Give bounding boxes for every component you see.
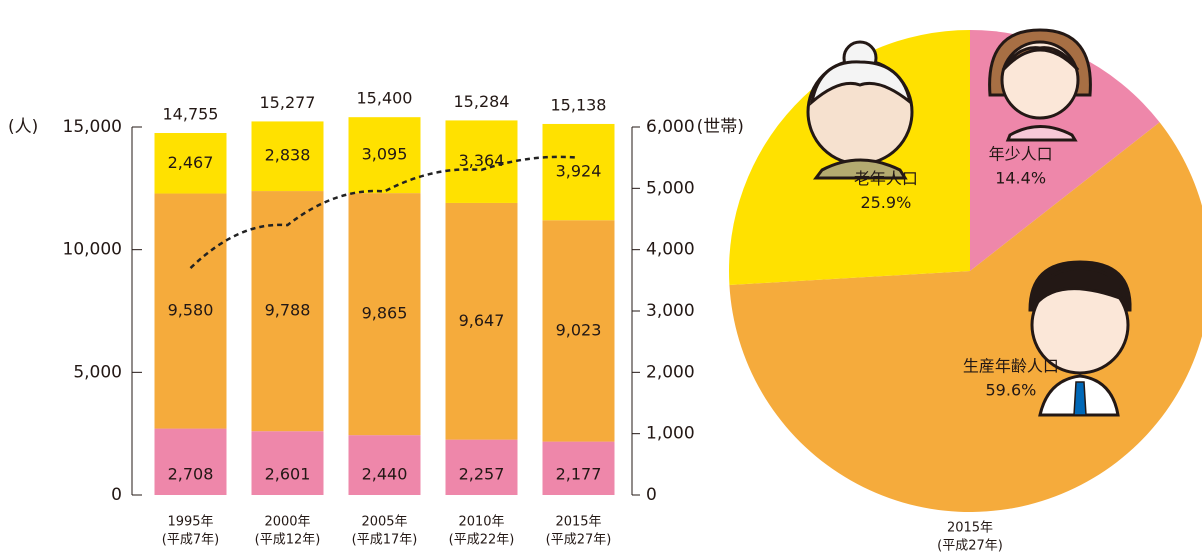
bar-value-label: 2,257 bbox=[459, 465, 505, 484]
bar-value-label: 2,177 bbox=[556, 465, 602, 484]
pie-value-label: 59.6% bbox=[986, 381, 1037, 400]
bar-value-label: 9,865 bbox=[362, 304, 408, 323]
pie-title: (平成27年) bbox=[937, 539, 1003, 554]
bar-value-label: 2,440 bbox=[362, 465, 408, 484]
bar-value-label: 3,095 bbox=[362, 145, 408, 164]
chart: 0 5,000 10,000 15,000 (人) 0 1,000 2,000 3,000 4,0… bbox=[0, 0, 1202, 557]
pie-category-label: 老年人口 bbox=[854, 169, 918, 188]
y-axis-label: (人) bbox=[8, 117, 38, 137]
bar-value-label: 2,838 bbox=[265, 146, 311, 165]
bar-total-label: 14,755 bbox=[163, 105, 219, 124]
bar-value-label: 2,708 bbox=[168, 465, 214, 484]
y-tick-label: 5,000 bbox=[73, 362, 122, 382]
y2-tick-label: 6,000 bbox=[646, 117, 695, 137]
y2-tick-label: 5,000 bbox=[646, 178, 695, 198]
x-tick-label: (平成12年) bbox=[255, 533, 321, 548]
y-tick-label: 10,000 bbox=[63, 240, 122, 260]
man-tie bbox=[1074, 382, 1086, 415]
x-tick-label: 2010年 bbox=[458, 515, 504, 530]
bar-value-label: 3,364 bbox=[459, 151, 505, 170]
y-tick-label: 0 bbox=[111, 485, 122, 505]
bar-value-label: 3,924 bbox=[556, 162, 602, 181]
pie-title: 2015年 bbox=[947, 521, 993, 536]
bar-total-label: 15,277 bbox=[260, 93, 316, 112]
x-tick-label: (平成22年) bbox=[449, 533, 515, 548]
bar-value-label: 9,788 bbox=[265, 301, 311, 320]
bar-value-label: 2,601 bbox=[265, 465, 311, 484]
bar-total-label: 15,138 bbox=[551, 95, 607, 114]
x-tick-label: (平成7年) bbox=[162, 533, 219, 548]
pie bbox=[729, 30, 1202, 512]
bar-value-label: 2,467 bbox=[168, 153, 214, 172]
bar-value-label: 9,647 bbox=[459, 311, 505, 330]
y2-tick-label: 4,000 bbox=[646, 240, 695, 260]
y2-tick-label: 1,000 bbox=[646, 424, 695, 444]
x-tick-label: (平成17年) bbox=[352, 533, 418, 548]
pie-category-label: 生産年齢人口 bbox=[963, 357, 1059, 376]
x-tick-label: 2005年 bbox=[361, 515, 407, 530]
bar-segment bbox=[155, 429, 227, 495]
y2-tick-label: 2,000 bbox=[646, 362, 695, 382]
bar-value-label: 9,023 bbox=[556, 320, 602, 339]
girl-face bbox=[1002, 42, 1078, 118]
bar-value-label: 9,580 bbox=[168, 301, 214, 320]
bar-total-label: 15,284 bbox=[454, 92, 510, 111]
x-tick-label: 2000年 bbox=[264, 515, 310, 530]
pie-value-label: 14.4% bbox=[995, 168, 1046, 187]
pie-value-label: 25.9% bbox=[860, 193, 911, 212]
x-tick-label: 2015年 bbox=[555, 515, 601, 530]
y2-tick-label: 3,000 bbox=[646, 301, 695, 321]
bar-segment bbox=[252, 431, 324, 495]
y-tick-label: 15,000 bbox=[63, 117, 122, 137]
pie-category-label: 年少人口 bbox=[989, 144, 1053, 163]
x-tick-label: 1995年 bbox=[167, 515, 213, 530]
y2-axis-label: (世帯) bbox=[697, 117, 744, 137]
bar-total-label: 15,400 bbox=[357, 89, 413, 108]
x-tick-label: (平成27年) bbox=[546, 533, 612, 548]
y2-tick-label: 0 bbox=[646, 485, 657, 505]
